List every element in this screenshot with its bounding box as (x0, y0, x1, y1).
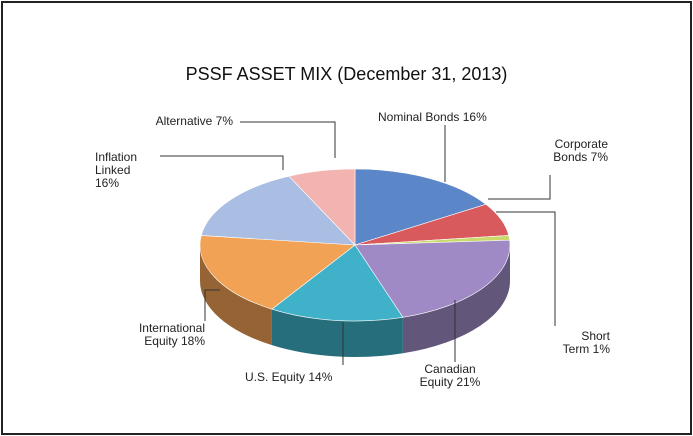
category-label: Short Term (562, 329, 610, 356)
value-label: 7% (215, 114, 233, 128)
leader-line (160, 155, 284, 170)
slice-label: Nominal Bonds 16% (378, 111, 518, 124)
pie-slice (199, 235, 356, 310)
category-label: Alternative (155, 114, 213, 128)
value-label: 14% (308, 370, 333, 384)
pie-slice (288, 168, 356, 246)
pie-side (402, 245, 510, 354)
chart-title: PSSF ASSET MIX (December 31, 2013) (185, 64, 508, 84)
category-label: U.S. Equity (245, 370, 306, 384)
value-label: 7% (590, 150, 608, 164)
slice-label: Corporate Bonds 7% (520, 138, 608, 164)
category-label: Corporate Bonds (553, 137, 608, 164)
value-label: 18% (180, 334, 205, 348)
pie-slice (354, 168, 487, 246)
category-label: Canadian Equity (419, 362, 476, 389)
leader-line (488, 175, 551, 200)
slice-label: Alternative 7% (120, 115, 233, 128)
value-label: 1% (592, 342, 610, 356)
pie-slice (200, 175, 356, 246)
value-label: 16% (95, 176, 120, 190)
category-label: Nominal Bonds (378, 110, 460, 124)
slice-label: Short Term 1% (560, 330, 610, 356)
leader-line (204, 289, 220, 321)
slice-label: International Equity 18% (105, 322, 205, 348)
slice-label: U.S. Equity 14% (245, 371, 365, 384)
pie-slice (271, 244, 404, 322)
slice-label: Inflation Linked 16% (95, 151, 157, 190)
slice-label: Canadian Equity 21% (410, 363, 490, 389)
pie-side (271, 309, 403, 357)
value-label: 21% (456, 375, 481, 389)
category-label: Inflation Linked (95, 150, 138, 177)
leader-line (240, 121, 336, 158)
value-label: 16% (462, 110, 487, 124)
category-label: International Equity (138, 321, 205, 348)
pie-slice (354, 239, 511, 318)
pie-side (200, 245, 272, 346)
leader-line (496, 211, 556, 326)
